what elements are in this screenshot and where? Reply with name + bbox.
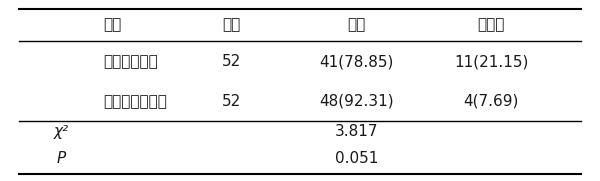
Text: 4(7.69): 4(7.69) xyxy=(463,94,519,109)
Text: P: P xyxy=(56,151,66,166)
Text: χ²: χ² xyxy=(53,124,68,139)
Text: 常规病理切片: 常规病理切片 xyxy=(103,54,158,70)
Text: 11(21.15): 11(21.15) xyxy=(454,54,528,70)
Text: 52: 52 xyxy=(221,54,241,70)
Text: 52: 52 xyxy=(221,94,241,109)
Text: 48(92.31): 48(92.31) xyxy=(319,94,394,109)
Text: 3.817: 3.817 xyxy=(335,124,379,139)
Text: 41(78.85): 41(78.85) xyxy=(320,54,394,70)
Text: 数字化病理切片: 数字化病理切片 xyxy=(103,94,167,109)
Text: 0.051: 0.051 xyxy=(335,151,379,166)
Text: 符合: 符合 xyxy=(347,17,366,32)
Text: 方法: 方法 xyxy=(103,17,121,32)
Text: 不符合: 不符合 xyxy=(478,17,505,32)
Text: 张数: 张数 xyxy=(222,17,241,32)
